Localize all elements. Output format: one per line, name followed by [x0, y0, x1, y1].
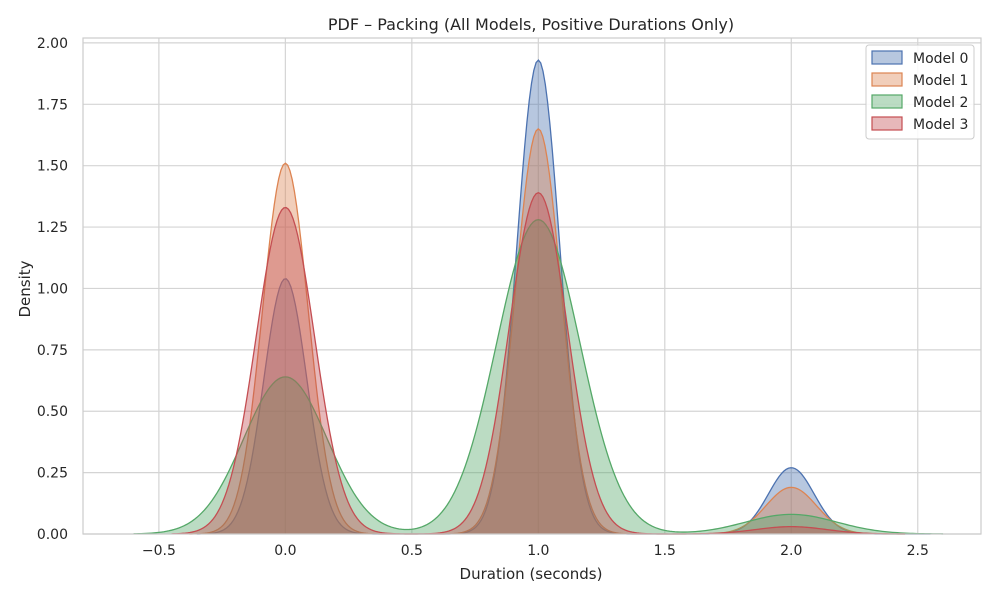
density-areas: [133, 59, 944, 535]
model-3-legend-swatch: [871, 116, 903, 131]
legend-items: Model 0 Model 1 Model 2 Model 3: [871, 50, 968, 133]
model-2-line: [133, 219, 944, 535]
y-tick-label: 2.00: [37, 36, 68, 52]
model-2-area: [133, 219, 944, 534]
model-1-legend-label: Model 1: [913, 73, 968, 89]
x-tick-label: 2.0: [780, 543, 802, 559]
y-tick-label: 0.00: [37, 527, 68, 543]
x-axis-title: Duration (seconds): [460, 565, 603, 583]
y-axis-title: Density: [16, 260, 34, 317]
model-1-legend-swatch: [871, 72, 903, 87]
plot-frame: [82, 37, 982, 535]
grid-layer: [83, 38, 981, 535]
y-tick-label: 0.75: [37, 343, 68, 359]
model-1-area: [189, 128, 906, 535]
y-tick-label: 0.25: [37, 466, 68, 482]
y-tick-label: 1.50: [37, 159, 68, 175]
x-tick-label: 1.0: [527, 543, 549, 559]
y-tick-label: 1.75: [37, 97, 68, 113]
x-tick-label: 1.5: [654, 543, 676, 559]
x-tick-label: −0.5: [142, 543, 176, 559]
y-tick-label: 0.50: [37, 404, 68, 420]
x-axis-ticks: −0.5 0.0 0.5 1.0 1.5 2.0 2.5: [142, 543, 929, 559]
y-tick-label: 1.00: [37, 281, 68, 297]
model-3-area: [171, 192, 906, 534]
model-2-legend-swatch: [871, 94, 903, 109]
chart-title: PDF – Packing (All Models, Positive Dura…: [328, 15, 734, 34]
legend-box: [865, 44, 975, 140]
model-2-legend-label: Model 2: [913, 95, 968, 111]
x-tick-label: 0.0: [274, 543, 296, 559]
model-0-legend-label: Model 0: [913, 51, 968, 67]
x-tick-label: 2.5: [907, 543, 929, 559]
model-1-line: [189, 128, 906, 535]
model-3-line: [171, 191, 906, 535]
x-tick-label: 0.5: [401, 543, 423, 559]
y-tick-label: 1.25: [37, 220, 68, 236]
legend: Model 0 Model 1 Model 2 Model 3: [865, 44, 975, 140]
y-axis-ticks: 0.00 0.25 0.50 0.75 1.00 1.25 1.50 1.75 2.00: [37, 36, 68, 543]
model-3-legend-label: Model 3: [913, 117, 968, 133]
model-0-legend-swatch: [871, 50, 903, 65]
